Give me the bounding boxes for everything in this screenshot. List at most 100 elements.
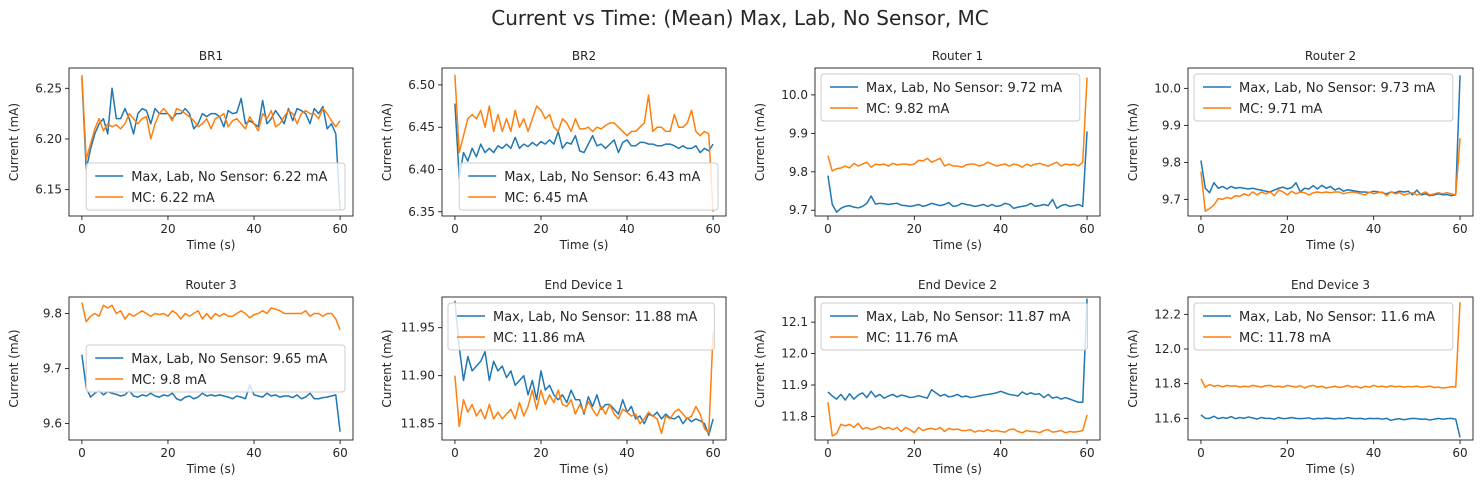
legend-box [447,302,715,351]
subplot-grid: BR1 0 20 40 60 6.15 6.20 6.25 Time (s) Current (m… [7,49,1474,476]
panel-title: Router 3 [185,278,236,292]
x-tick-label: 40 [246,222,261,236]
legend-entry-1: Max, Lab, No Sensor: 11.87 mA [866,310,1071,325]
x-tick-label: 40 [1366,222,1381,236]
panel-title: End Device 3 [1291,278,1370,292]
series-line-2 [81,75,341,160]
y-tick-label: 6.50 [408,78,435,92]
series-line-1 [81,78,341,210]
y-tick-label: 11.8 [781,409,808,423]
y-tick-label: 6.20 [35,132,62,146]
subplot-8: End Device 3 0 20 40 60 11.6 11.8 12.0 12.2 Time … [1126,278,1474,476]
legend: Max, Lab, No Sensor: 6.22 mA MC: 6.22 mA [85,162,346,211]
x-axis-label: Time (s) [186,462,236,476]
y-axis-label: Current (mA) [7,329,21,407]
x-tick-label: 60 [705,446,720,460]
legend-box [820,302,1088,351]
panel-title: BR2 [572,49,596,63]
x-tick-label: 20 [533,446,548,460]
legend: Max, Lab, No Sensor: 6.43 mA MC: 6.45 mA [458,162,719,211]
x-tick-label: 0 [1197,446,1205,460]
y-axis-label: Current (mA) [753,103,767,181]
y-axis-label: Current (mA) [1126,329,1140,407]
legend-entry-2: MC: 11.78 mA [1239,331,1331,346]
y-tick-label: 9.8 [43,307,62,321]
series-line-2 [1200,302,1461,389]
x-tick-label: 0 [78,446,86,460]
plot-frame [441,67,727,217]
legend-box [85,162,346,211]
series-line-1 [1200,75,1461,197]
subplot-4: Router 2 0 20 40 60 9.7 9.8 9.9 10.0 Time (s) Curr… [1126,49,1474,252]
y-axis-label: Current (mA) [1126,103,1140,181]
legend-entry-2: MC: 9.71 mA [1239,102,1323,117]
y-tick-label: 11.95 [401,321,435,335]
x-tick-label: 20 [907,446,922,460]
x-tick-label: 60 [332,222,347,236]
y-axis-label: Current (mA) [7,103,21,181]
subplot-7: End Device 2 0 20 40 60 11.8 11.9 12.0 12.1 Time … [753,278,1101,476]
y-tick-label: 11.90 [401,369,435,383]
legend-entry-1: Max, Lab, No Sensor: 9.65 mA [131,352,327,367]
x-tick-label: 60 [1079,222,1094,236]
x-axis-label: Time (s) [932,462,982,476]
subplot-6: End Device 1 0 20 40 60 11.85 11.90 11.95 Time (… [380,278,727,476]
y-tick-label: 9.9 [789,126,808,140]
series-line-1 [454,103,714,179]
legend-box [1193,73,1454,122]
legend: Max, Lab, No Sensor: 9.65 mA MC: 9.8 mA [85,344,346,393]
panel-title: End Device 1 [544,278,623,292]
y-tick-label: 9.6 [43,417,62,431]
panel-title: Router 2 [1305,49,1356,63]
y-tick-label: 9.7 [1162,192,1181,206]
plot-frame [1187,296,1474,441]
x-tick-label: 60 [1452,222,1467,236]
legend: Max, Lab, No Sensor: 11.6 mA MC: 11.78 mA [1193,302,1454,351]
legend-entry-2: MC: 6.22 mA [131,191,215,206]
legend-entry-2: MC: 11.76 mA [866,331,958,346]
series-line-2 [827,77,1088,172]
x-axis-label: Time (s) [1305,238,1355,252]
panel-title: BR1 [199,49,223,63]
legend-entry-1: Max, Lab, No Sensor: 6.22 mA [131,170,327,185]
series-line-2 [827,402,1088,437]
x-tick-label: 20 [1280,222,1295,236]
series-line-2 [454,332,714,435]
legend: Max, Lab, No Sensor: 11.87 mA MC: 11.76 m… [820,302,1088,351]
x-axis-label: Time (s) [932,238,982,252]
y-tick-label: 12.2 [1154,307,1181,321]
x-tick-label: 0 [78,222,86,236]
plot-frame [814,296,1101,441]
x-tick-label: 40 [1366,446,1381,460]
y-tick-label: 12.0 [1154,342,1181,356]
legend-entry-1: Max, Lab, No Sensor: 9.73 mA [1239,81,1435,96]
series-line-2 [1200,138,1461,212]
y-tick-label: 9.9 [1162,118,1181,132]
plot-frame [1187,67,1474,217]
legend-box [1193,302,1454,351]
legend: Max, Lab, No Sensor: 11.88 mA MC: 11.86 m… [447,302,715,351]
x-tick-label: 20 [907,222,922,236]
x-tick-label: 40 [619,222,634,236]
series-line-2 [454,74,714,212]
figure-title: Current vs Time: (Mean) Max, Lab, No Sen… [491,6,989,30]
legend-entry-1: Max, Lab, No Sensor: 9.72 mA [866,81,1062,96]
legend: Max, Lab, No Sensor: 9.73 mA MC: 9.71 mA [1193,73,1454,122]
y-tick-label: 11.9 [781,378,808,392]
x-tick-label: 40 [246,446,261,460]
y-tick-label: 10.0 [781,88,808,102]
x-tick-label: 20 [1280,446,1295,460]
x-tick-label: 0 [824,446,832,460]
x-axis-label: Time (s) [186,238,236,252]
y-tick-label: 10.0 [1154,81,1181,95]
x-tick-label: 60 [1079,446,1094,460]
y-tick-label: 6.45 [408,120,435,134]
y-tick-label: 12.1 [781,315,808,329]
x-tick-label: 60 [1452,446,1467,460]
plot-frame [814,67,1101,217]
y-tick-label: 11.6 [1154,411,1181,425]
x-tick-label: 0 [451,222,459,236]
x-axis-label: Time (s) [559,462,609,476]
x-tick-label: 0 [1197,222,1205,236]
